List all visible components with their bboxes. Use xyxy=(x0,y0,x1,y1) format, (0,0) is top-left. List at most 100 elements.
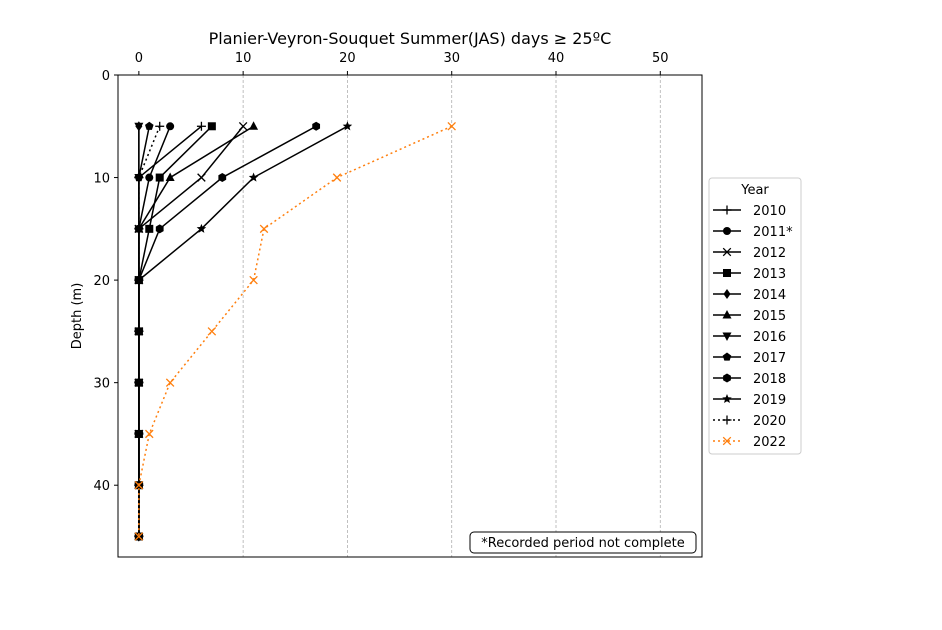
legend: Year 20102011*20122013201420152016201720… xyxy=(708,177,802,455)
legend-label: 2014 xyxy=(753,288,786,303)
series-line xyxy=(138,125,244,537)
series-2018 xyxy=(134,121,321,541)
data-point xyxy=(145,121,154,130)
legend-marker xyxy=(722,436,732,446)
x-tick-label: 50 xyxy=(652,51,669,66)
data-point xyxy=(207,327,217,336)
chart-title: Planier-Veyron-Souquet Summer(JAS) days … xyxy=(209,29,612,48)
x-tick-label: 40 xyxy=(548,51,565,66)
y-tick-label: 20 xyxy=(93,274,110,289)
x-tick-label: 10 xyxy=(235,51,252,66)
series-2012 xyxy=(134,122,248,541)
annotation-box: *Recorded period not complete xyxy=(469,531,697,554)
legend-title: Year xyxy=(740,183,769,198)
data-point xyxy=(196,223,207,233)
x-tick-label: 20 xyxy=(339,51,356,66)
legend-marker xyxy=(723,289,731,299)
legend-label: 2020 xyxy=(753,414,786,429)
data-point xyxy=(166,122,175,131)
x-tick-label: 0 xyxy=(135,51,143,66)
legend-frame xyxy=(708,177,802,455)
legend-item: 2020 xyxy=(713,414,786,429)
legend-marker xyxy=(722,247,732,257)
legend-marker xyxy=(722,352,732,361)
series-line xyxy=(138,125,171,537)
legend-label: 2019 xyxy=(753,393,786,408)
legend-item: 2015 xyxy=(713,309,786,324)
legend-label: 2011* xyxy=(753,225,793,240)
legend-label: 2010 xyxy=(753,204,786,219)
legend-item: 2019 xyxy=(713,393,786,408)
data-point xyxy=(207,122,216,131)
data-point xyxy=(134,480,144,490)
x-tick-label: 30 xyxy=(443,51,460,66)
data-point xyxy=(249,275,258,285)
legend-item: 2016 xyxy=(713,330,786,345)
series-line xyxy=(138,125,213,537)
data-point xyxy=(197,173,206,182)
data-point xyxy=(312,121,321,131)
data-point xyxy=(165,172,175,182)
legend-label: 2022 xyxy=(753,435,786,450)
legend-item: 2012 xyxy=(713,246,786,261)
data-point xyxy=(134,429,144,439)
data-point xyxy=(218,173,227,183)
legend-label: 2018 xyxy=(753,372,786,387)
data-point xyxy=(447,122,456,131)
y-tick-label: 30 xyxy=(93,377,110,392)
data-point xyxy=(248,172,259,182)
legend-marker xyxy=(722,332,732,341)
y-tick-label: 10 xyxy=(93,172,110,187)
data-point xyxy=(332,173,342,182)
series-layer xyxy=(134,121,456,542)
series-2015 xyxy=(134,121,259,540)
series-line xyxy=(138,125,317,537)
data-point xyxy=(134,173,144,183)
legend-marker xyxy=(723,373,731,383)
series-2013 xyxy=(134,122,216,541)
legend-items: 2010 2011* 2012 2013 2014 2015 2016 2017 2018 201… xyxy=(713,204,793,450)
y-tick-label: 40 xyxy=(93,479,110,494)
data-point xyxy=(165,378,175,387)
legend-label: 2015 xyxy=(753,309,786,324)
legend-item: 2018 xyxy=(713,372,786,387)
plot-frame xyxy=(117,74,703,558)
data-point xyxy=(249,121,259,130)
data-point xyxy=(155,224,164,234)
series-line xyxy=(138,125,161,537)
data-point xyxy=(134,378,144,388)
data-point xyxy=(155,173,164,182)
legend-item: 2013 xyxy=(713,267,786,282)
legend-label: 2016 xyxy=(753,330,786,345)
data-point xyxy=(342,121,353,131)
annotation-text: *Recorded period not complete xyxy=(481,536,685,551)
legend-marker xyxy=(722,394,732,404)
legend-marker xyxy=(722,415,732,425)
legend-label: 2017 xyxy=(753,351,786,366)
legend-label: 2012 xyxy=(753,246,786,261)
data-point xyxy=(238,122,248,131)
legend-item: 2011* xyxy=(713,225,793,240)
data-point xyxy=(134,326,144,336)
data-point xyxy=(145,429,154,439)
legend-label: 2013 xyxy=(753,267,786,282)
legend-marker xyxy=(722,205,732,215)
data-point xyxy=(134,122,144,132)
grid-layer xyxy=(242,75,661,557)
series-line xyxy=(138,125,202,537)
series-2022 xyxy=(134,122,456,541)
data-point xyxy=(196,121,206,131)
legend-item: 2010 xyxy=(713,204,786,219)
legend-marker xyxy=(723,227,731,235)
data-point xyxy=(259,224,269,234)
y-axis-label: Depth (m) xyxy=(70,283,85,350)
legend-item: 2022 xyxy=(713,435,786,450)
axes-layer: 0 10 20 30 40 50 0 10 20 30 40 xyxy=(93,51,668,494)
data-point xyxy=(134,224,144,234)
data-point xyxy=(134,532,144,541)
legend-item: 2017 xyxy=(713,351,786,366)
data-point xyxy=(155,121,165,131)
y-tick-label: 0 xyxy=(102,69,110,84)
